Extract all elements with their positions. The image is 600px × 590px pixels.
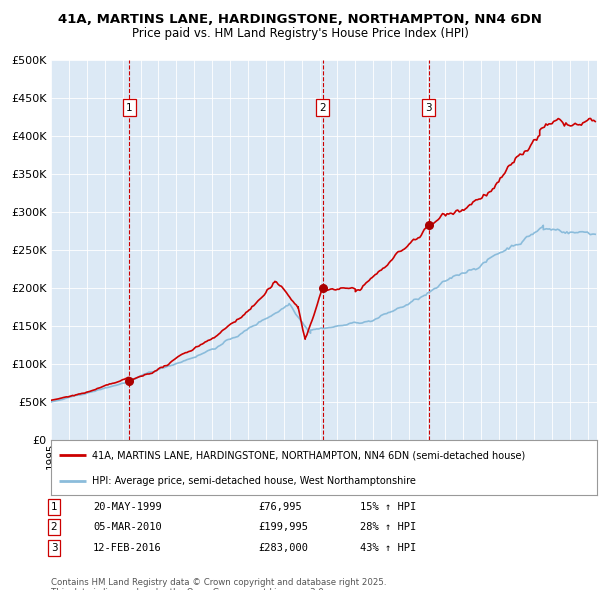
Text: Price paid vs. HM Land Registry's House Price Index (HPI): Price paid vs. HM Land Registry's House … (131, 27, 469, 40)
Text: 1: 1 (126, 103, 133, 113)
Text: 2: 2 (319, 103, 326, 113)
Text: 3: 3 (425, 103, 432, 113)
Text: 41A, MARTINS LANE, HARDINGSTONE, NORTHAMPTON, NN4 6DN (semi-detached house): 41A, MARTINS LANE, HARDINGSTONE, NORTHAM… (92, 450, 525, 460)
Text: 15% ↑ HPI: 15% ↑ HPI (360, 502, 416, 512)
Text: Contains HM Land Registry data © Crown copyright and database right 2025.
This d: Contains HM Land Registry data © Crown c… (51, 578, 386, 590)
Text: £76,995: £76,995 (258, 502, 302, 512)
Text: 12-FEB-2016: 12-FEB-2016 (93, 543, 162, 553)
Text: 28% ↑ HPI: 28% ↑ HPI (360, 522, 416, 532)
Text: 05-MAR-2010: 05-MAR-2010 (93, 522, 162, 532)
Text: 2: 2 (50, 522, 58, 532)
Text: HPI: Average price, semi-detached house, West Northamptonshire: HPI: Average price, semi-detached house,… (92, 476, 416, 486)
Text: 1: 1 (50, 502, 58, 512)
Text: £199,995: £199,995 (258, 522, 308, 532)
Text: 20-MAY-1999: 20-MAY-1999 (93, 502, 162, 512)
Text: £283,000: £283,000 (258, 543, 308, 553)
Text: 3: 3 (50, 543, 58, 553)
Text: 43% ↑ HPI: 43% ↑ HPI (360, 543, 416, 553)
Text: 41A, MARTINS LANE, HARDINGSTONE, NORTHAMPTON, NN4 6DN: 41A, MARTINS LANE, HARDINGSTONE, NORTHAM… (58, 13, 542, 26)
